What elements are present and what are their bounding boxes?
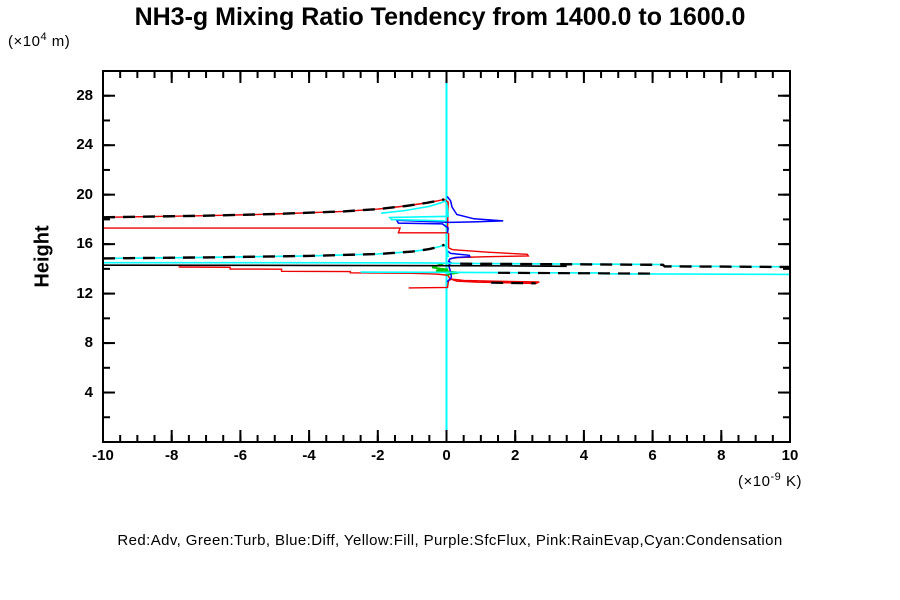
series-black-solid-line [103, 264, 567, 268]
series-total-dashed-upper [103, 198, 445, 219]
series-color-legend: Red:Adv, Green:Turb, Blue:Diff, Yellow:F… [117, 532, 783, 549]
y-tick-label: 28 [76, 86, 93, 104]
series-group [103, 71, 790, 442]
y-tick-label: 12 [76, 284, 93, 302]
chart-title: NH3-g Mixing Ratio Tendency from 1400.0 … [134, 3, 746, 31]
x-tick-label: 4 [579, 447, 589, 464]
series-condensation-upper [381, 199, 450, 222]
x-tick-label: -4 [302, 447, 316, 464]
series-total-dashed-bottom [491, 281, 536, 285]
x-tick-label: 10 [781, 447, 799, 464]
series-diff-middle [446, 250, 472, 283]
y-axis-unit-label: (×104 m) [8, 31, 71, 50]
y-tick-label: 16 [76, 235, 93, 253]
series-adv-lower [178, 266, 540, 289]
x-tick-label: -8 [165, 447, 179, 464]
x-tick-label: 2 [511, 447, 520, 464]
series-adv-middle-spike [447, 233, 530, 261]
series-condensation-middle-peak [103, 243, 449, 260]
x-tick-label: -2 [371, 447, 385, 464]
y-tick-label: 8 [84, 334, 93, 352]
x-tick-label: 6 [648, 447, 657, 464]
series-turb [431, 262, 459, 277]
series-total-dashed-right [460, 262, 790, 269]
series-diff-upper [395, 196, 504, 234]
x-tick-label: -10 [92, 447, 114, 464]
series-total-dashed-middle [103, 243, 445, 260]
x-tick-label: -6 [233, 447, 248, 464]
axis-ticks [102, 71, 791, 442]
x-tick-label: 0 [442, 447, 451, 464]
series-total-dashed-lower-right [497, 271, 653, 275]
y-tick-label: 24 [76, 136, 93, 154]
y-tick-label: 20 [76, 185, 93, 203]
y-tick-label: 4 [84, 383, 93, 401]
x-tick-label: 8 [717, 447, 726, 464]
x-axis-unit-label: (×10-9 K) [738, 471, 802, 490]
